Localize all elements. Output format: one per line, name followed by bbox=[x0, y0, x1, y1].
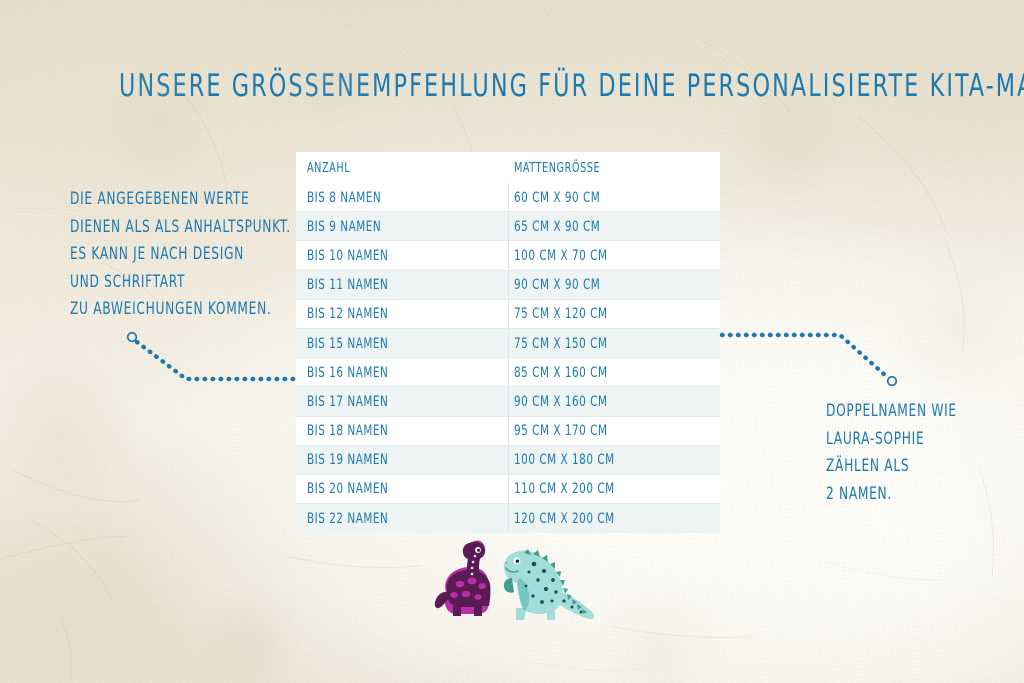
right-note-block: Doppelnamen wie Laura-Sophie zählen als … bbox=[826, 398, 1016, 508]
left-note-line-5: zu Abweichungen kommen. bbox=[70, 299, 272, 319]
column-header-anzahl: Anzahl bbox=[307, 159, 351, 176]
table-header-cell-anzahl: Anzahl bbox=[296, 152, 508, 183]
table-row: bis 9 Namen 65 cm x 90 cm bbox=[296, 212, 720, 242]
cell-groesse: 110 cm x 200 cm bbox=[508, 475, 720, 504]
column-header-mattengroesse: Mattengröße bbox=[514, 159, 601, 176]
value-anzahl: bis 16 Namen bbox=[307, 364, 389, 381]
value-groesse: 100 cm x 70 cm bbox=[514, 247, 608, 264]
cell-anzahl: bis 8 Namen bbox=[296, 183, 508, 212]
table-row: bis 10 Namen 100 cm x 70 cm bbox=[296, 241, 720, 271]
right-note-line-1: Doppelnamen wie bbox=[826, 401, 957, 421]
cell-groesse: 95 cm x 170 cm bbox=[508, 417, 720, 446]
cell-groesse: 100 cm x 70 cm bbox=[508, 241, 720, 270]
dinosaur-illustration bbox=[434, 540, 595, 620]
cell-anzahl: bis 20 Namen bbox=[296, 475, 508, 504]
table-row: bis 8 Namen 60 cm x 90 cm bbox=[296, 183, 720, 213]
table-header-row: Anzahl Mattengröße bbox=[296, 152, 720, 185]
cell-groesse: 65 cm x 90 cm bbox=[508, 212, 720, 241]
table-row: bis 17 Namen 90 cm x 160 cm bbox=[296, 387, 720, 417]
left-note-line-2: dienen als als Anhaltspunkt. bbox=[70, 216, 291, 237]
value-anzahl: bis 10 Namen bbox=[307, 247, 389, 264]
cell-anzahl: bis 11 Namen bbox=[296, 271, 508, 300]
table-row: bis 16 Namen 85 cm x 160 cm bbox=[296, 358, 720, 388]
cell-groesse: 60 cm x 90 cm bbox=[508, 183, 720, 212]
value-groesse: 90 cm x 90 cm bbox=[514, 277, 601, 294]
table-row: bis 12 Namen 75 cm x 120 cm bbox=[296, 299, 720, 329]
cell-groesse: 85 cm x 160 cm bbox=[508, 358, 720, 387]
cell-groesse: 100 cm x 180 cm bbox=[508, 446, 720, 475]
table-row: bis 15 Namen 75 cm x 150 cm bbox=[296, 328, 720, 359]
cell-anzahl: bis 22 Namen bbox=[296, 504, 508, 533]
page-title: Unsere Größenempfehlung für deine person… bbox=[119, 68, 1024, 104]
cell-anzahl: bis 10 Namen bbox=[296, 241, 508, 270]
left-note-line-1: Die angegebenen Werte bbox=[70, 189, 250, 209]
value-anzahl: bis 17 Namen bbox=[307, 393, 389, 410]
table-row: bis 20 Namen 110 cm x 200 cm bbox=[296, 474, 720, 505]
stegosaurus-teal-icon bbox=[503, 549, 595, 620]
cell-anzahl: bis 12 Namen bbox=[296, 300, 508, 329]
value-groesse: 75 cm x 120 cm bbox=[514, 306, 608, 323]
value-groesse: 100 cm x 180 cm bbox=[514, 452, 615, 469]
value-anzahl: bis 15 Namen bbox=[307, 335, 389, 352]
value-anzahl: bis 12 Namen bbox=[307, 306, 389, 323]
value-groesse: 110 cm x 200 cm bbox=[514, 481, 615, 498]
cell-anzahl: bis 9 Namen bbox=[296, 212, 508, 241]
value-anzahl: bis 20 Namen bbox=[307, 481, 389, 498]
value-anzahl: bis 11 Namen bbox=[307, 277, 389, 294]
value-groesse: 65 cm x 90 cm bbox=[514, 218, 601, 235]
cell-anzahl: bis 17 Namen bbox=[296, 387, 508, 416]
cell-anzahl: bis 19 Namen bbox=[296, 446, 508, 475]
table-row: bis 11 Namen 90 cm x 90 cm bbox=[296, 270, 720, 300]
size-recommendation-table: Anzahl Mattengröße bis 8 Namen 60 cm x 9… bbox=[296, 152, 720, 534]
cell-groesse: 120 cm x 200 cm bbox=[508, 504, 720, 533]
left-note-line-3: Es kann je nach Design bbox=[70, 244, 244, 264]
value-groesse: 85 cm x 160 cm bbox=[514, 364, 608, 381]
value-groesse: 90 cm x 160 cm bbox=[514, 393, 608, 410]
table-row: bis 22 Namen 120 cm x 200 cm bbox=[296, 504, 720, 534]
value-anzahl: bis 8 Namen bbox=[307, 189, 382, 206]
brontosaurus-purple-icon bbox=[434, 540, 491, 616]
table-row: bis 18 Namen 95 cm x 170 cm bbox=[296, 416, 720, 446]
cell-groesse: 90 cm x 90 cm bbox=[508, 271, 720, 300]
cell-groesse: 75 cm x 120 cm bbox=[508, 300, 720, 329]
right-connector bbox=[719, 332, 898, 387]
table-header-cell-groesse: Mattengröße bbox=[508, 152, 720, 183]
value-anzahl: bis 19 Namen bbox=[307, 452, 389, 469]
value-groesse: 95 cm x 170 cm bbox=[514, 423, 608, 440]
cell-groesse: 90 cm x 160 cm bbox=[508, 387, 720, 416]
value-anzahl: bis 22 Namen bbox=[307, 510, 389, 527]
left-connector bbox=[126, 331, 299, 382]
cell-anzahl: bis 15 Namen bbox=[296, 329, 508, 358]
right-note-line-2: Laura-Sophie bbox=[826, 428, 925, 449]
left-note-line-4: und Schriftart bbox=[70, 271, 186, 292]
cell-anzahl: bis 16 Namen bbox=[296, 358, 508, 387]
value-groesse: 60 cm x 90 cm bbox=[514, 189, 601, 206]
cell-groesse: 75 cm x 150 cm bbox=[508, 329, 720, 358]
cell-anzahl: bis 18 Namen bbox=[296, 417, 508, 446]
table-row: bis 19 Namen 100 cm x 180 cm bbox=[296, 445, 720, 475]
value-groesse: 75 cm x 150 cm bbox=[514, 335, 608, 352]
value-anzahl: bis 18 Namen bbox=[307, 423, 389, 440]
value-groesse: 120 cm x 200 cm bbox=[514, 510, 615, 527]
right-note-line-3: zählen als bbox=[826, 456, 910, 476]
right-note-line-4: 2 Namen. bbox=[826, 483, 892, 504]
value-anzahl: bis 9 Namen bbox=[307, 218, 382, 235]
left-note-block: Die angegebenen Werte dienen als als Anh… bbox=[70, 186, 320, 324]
